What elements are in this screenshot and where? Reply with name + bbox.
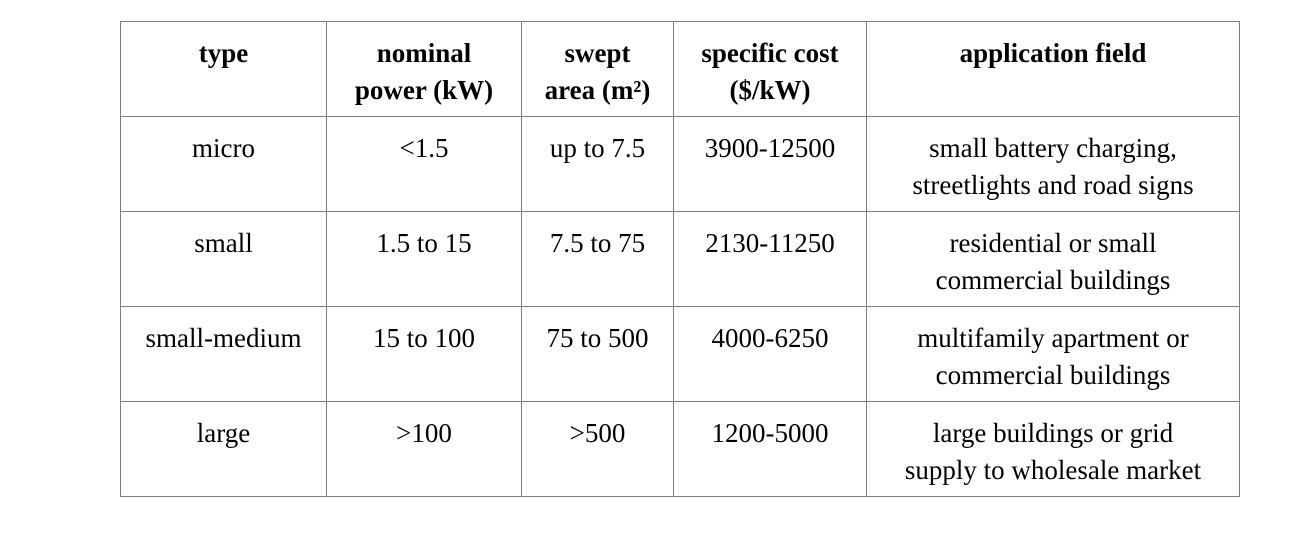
cell-type: large xyxy=(120,401,327,497)
cell-specific-cost: 3900-12500 xyxy=(673,116,867,212)
cell-nominal-power: 1.5 to 15 xyxy=(326,211,522,307)
cell-swept-area: 7.5 to 75 xyxy=(521,211,674,307)
cell-application-field: multifamily apartment or commercial buil… xyxy=(866,306,1240,402)
cell-type: small xyxy=(120,211,327,307)
table-row: large >100 >500 1200-5000 large building… xyxy=(120,401,1240,497)
header-row: type nominal power (kW) swept area (m²) … xyxy=(120,21,1240,117)
table-row: micro <1.5 up to 7.5 3900-12500 small ba… xyxy=(120,116,1240,212)
cell-application-field: small battery charging, streetlights and… xyxy=(866,116,1240,212)
table-row: small-medium 15 to 100 75 to 500 4000-62… xyxy=(120,306,1240,402)
cell-type: micro xyxy=(120,116,327,212)
cell-specific-cost: 1200-5000 xyxy=(673,401,867,497)
wind-turbine-classification-table: type nominal power (kW) swept area (m²) … xyxy=(120,21,1240,497)
cell-swept-area: up to 7.5 xyxy=(521,116,674,212)
cell-application-field: residential or small commercial building… xyxy=(866,211,1240,307)
header-type: type xyxy=(120,21,327,117)
cell-specific-cost: 2130-11250 xyxy=(673,211,867,307)
cell-nominal-power: <1.5 xyxy=(326,116,522,212)
cell-swept-area: >500 xyxy=(521,401,674,497)
header-application-field: application field xyxy=(866,21,1240,117)
cell-nominal-power: >100 xyxy=(326,401,522,497)
header-swept-area: swept area (m²) xyxy=(521,21,674,117)
cell-type: small-medium xyxy=(120,306,327,402)
cell-nominal-power: 15 to 100 xyxy=(326,306,522,402)
cell-swept-area: 75 to 500 xyxy=(521,306,674,402)
cell-application-field: large buildings or grid supply to wholes… xyxy=(866,401,1240,497)
header-nominal-power: nominal power (kW) xyxy=(326,21,522,117)
cell-specific-cost: 4000-6250 xyxy=(673,306,867,402)
header-specific-cost: specific cost ($/kW) xyxy=(673,21,867,117)
table-row: small 1.5 to 15 7.5 to 75 2130-11250 res… xyxy=(120,211,1240,307)
